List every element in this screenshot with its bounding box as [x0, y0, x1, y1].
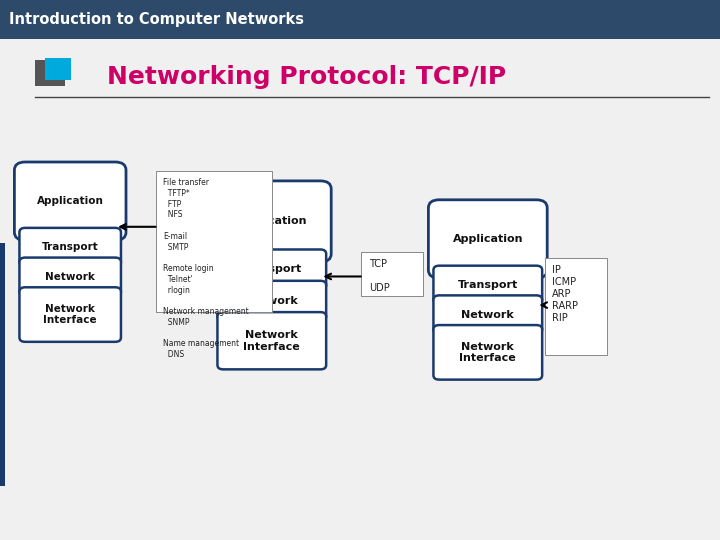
FancyBboxPatch shape — [0, 243, 5, 486]
FancyBboxPatch shape — [428, 200, 547, 278]
Text: Application: Application — [237, 217, 307, 226]
Text: TCP

UDP: TCP UDP — [369, 259, 390, 293]
Text: IP
ICMP
ARP
RARP
RIP: IP ICMP ARP RARP RIP — [552, 265, 578, 322]
FancyBboxPatch shape — [212, 181, 331, 262]
Text: Network
Interface: Network Interface — [43, 303, 97, 325]
FancyBboxPatch shape — [433, 266, 542, 304]
Text: Network: Network — [462, 309, 514, 320]
Text: Networking Protocol: TCP/IP: Networking Protocol: TCP/IP — [107, 65, 505, 89]
FancyBboxPatch shape — [0, 0, 720, 39]
FancyBboxPatch shape — [361, 252, 423, 296]
Text: Transport: Transport — [42, 242, 99, 252]
FancyBboxPatch shape — [156, 171, 272, 312]
FancyBboxPatch shape — [217, 249, 326, 289]
Text: File transfer
  TFTP*
  FTP
  NFS

E-mail
  SMTP

Remote login
  Telnet'
  rlogi: File transfer TFTP* FTP NFS E-mail SMTP … — [163, 178, 249, 359]
FancyBboxPatch shape — [19, 287, 121, 342]
FancyBboxPatch shape — [217, 281, 326, 321]
FancyBboxPatch shape — [545, 258, 607, 355]
FancyBboxPatch shape — [433, 295, 542, 334]
Text: Introduction to Computer Networks: Introduction to Computer Networks — [9, 12, 304, 27]
FancyBboxPatch shape — [433, 325, 542, 380]
FancyBboxPatch shape — [14, 162, 126, 240]
Text: Network
Interface: Network Interface — [243, 330, 300, 352]
Text: Transport: Transport — [242, 265, 302, 274]
Text: Application: Application — [453, 234, 523, 244]
Text: Transport: Transport — [458, 280, 518, 290]
FancyBboxPatch shape — [45, 58, 71, 80]
FancyBboxPatch shape — [19, 228, 121, 266]
FancyBboxPatch shape — [35, 60, 65, 86]
Text: Application: Application — [37, 196, 104, 206]
Text: Network: Network — [45, 272, 95, 282]
Text: Network: Network — [246, 296, 298, 306]
FancyBboxPatch shape — [19, 258, 121, 296]
FancyBboxPatch shape — [217, 312, 326, 369]
Text: Network
Interface: Network Interface — [459, 341, 516, 363]
